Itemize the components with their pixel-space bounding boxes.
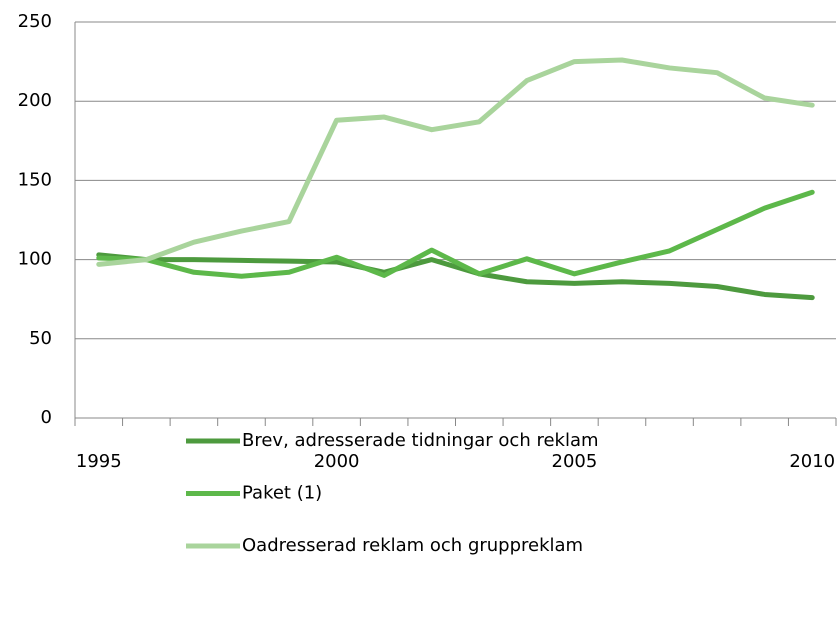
legend-label: Brev, adresserade tidningar och reklam [242,430,599,451]
series-line [96,57,815,267]
series-line [96,189,815,279]
x-tick-label: 1995 [76,451,122,472]
y-tick-label: 50 [29,328,52,349]
y-tick-label: 100 [18,249,52,270]
x-tick-label: 2005 [552,451,598,472]
y-tick-label: 200 [18,90,52,111]
x-tick-label: 2010 [789,451,835,472]
x-tick-label: 2000 [314,451,360,472]
legend-label: Oadresserad reklam och gruppreklam [242,535,583,556]
y-tick-label: 0 [41,407,52,428]
y-tick-label: 150 [18,169,52,190]
legend-label: Paket (1) [242,483,322,504]
series-line [96,252,815,301]
y-tick-label: 250 [18,11,52,32]
